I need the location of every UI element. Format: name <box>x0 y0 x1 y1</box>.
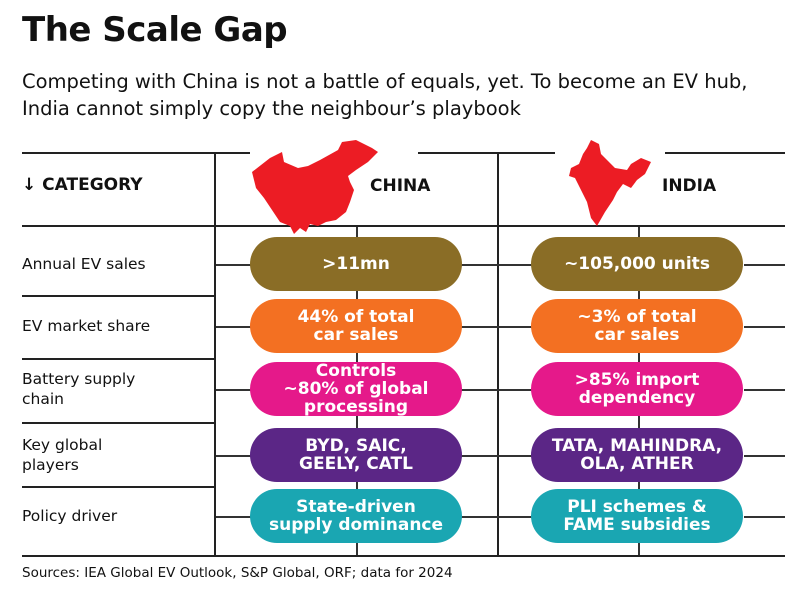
arrow-down-icon: ↓ <box>22 175 37 195</box>
china-value-pill: 44% of total car sales <box>250 299 462 353</box>
connector-horizontal <box>216 516 251 518</box>
category-label: Battery supply chain <box>22 370 136 408</box>
connector-horizontal <box>461 516 498 518</box>
connector-horizontal <box>744 264 785 266</box>
connector-horizontal <box>461 326 498 328</box>
row-separator <box>22 486 215 488</box>
header-top-line-right <box>665 152 785 154</box>
connector-horizontal <box>498 455 533 457</box>
connector-horizontal <box>461 455 498 457</box>
china-value-pill: BYD, SAIC, GEELY, CATL <box>250 428 462 482</box>
category-label: Policy driver <box>22 507 118 525</box>
header-top-line-mid <box>418 152 555 154</box>
connector-horizontal <box>498 264 533 266</box>
connector-horizontal <box>498 389 533 391</box>
china-value-pill: >11mn <box>250 237 462 291</box>
row-separator <box>22 358 215 360</box>
india-value-pill: ~105,000 units <box>531 237 743 291</box>
subtitle: Competing with China is not a battle of … <box>22 70 748 120</box>
category-label: Annual EV sales <box>22 255 146 273</box>
column-divider-1 <box>214 152 216 556</box>
china-value-pill: State-driven supply dominance <box>250 489 462 543</box>
connector-horizontal <box>461 389 498 391</box>
header-bottom-line <box>22 225 785 227</box>
connector-horizontal <box>498 326 533 328</box>
connector-horizontal <box>216 389 251 391</box>
page-title: The Scale Gap <box>22 10 288 50</box>
india-value-pill: PLI schemes & FAME subsidies <box>531 489 743 543</box>
row-separator <box>22 295 215 297</box>
connector-horizontal <box>498 516 533 518</box>
sources-note: Sources: IEA Global EV Outlook, S&P Glob… <box>22 565 453 581</box>
india-header: INDIA <box>662 176 717 196</box>
connector-horizontal <box>461 264 498 266</box>
connector-horizontal <box>744 326 785 328</box>
india-map-icon <box>569 140 651 226</box>
connector-horizontal <box>216 455 251 457</box>
china-header: CHINA <box>370 176 431 196</box>
category-header: ↓ CATEGORY <box>22 175 143 195</box>
column-divider-2 <box>497 152 499 556</box>
header-top-line-left <box>22 152 250 154</box>
row-separator <box>22 422 215 424</box>
connector-horizontal <box>216 264 251 266</box>
connector-horizontal <box>216 326 251 328</box>
connector-horizontal <box>744 516 785 518</box>
table-bottom-line <box>22 555 785 557</box>
india-value-pill: TATA, MAHINDRA, OLA, ATHER <box>531 428 743 482</box>
india-value-pill: ~3% of total car sales <box>531 299 743 353</box>
connector-horizontal <box>744 455 785 457</box>
category-label: EV market share <box>22 317 151 335</box>
india-value-pill: >85% import dependency <box>531 362 743 416</box>
connector-horizontal <box>744 389 785 391</box>
china-value-pill: Controls ~80% of global processing <box>250 362 462 416</box>
china-map-icon <box>252 140 378 246</box>
category-label: Key global players <box>22 436 103 474</box>
